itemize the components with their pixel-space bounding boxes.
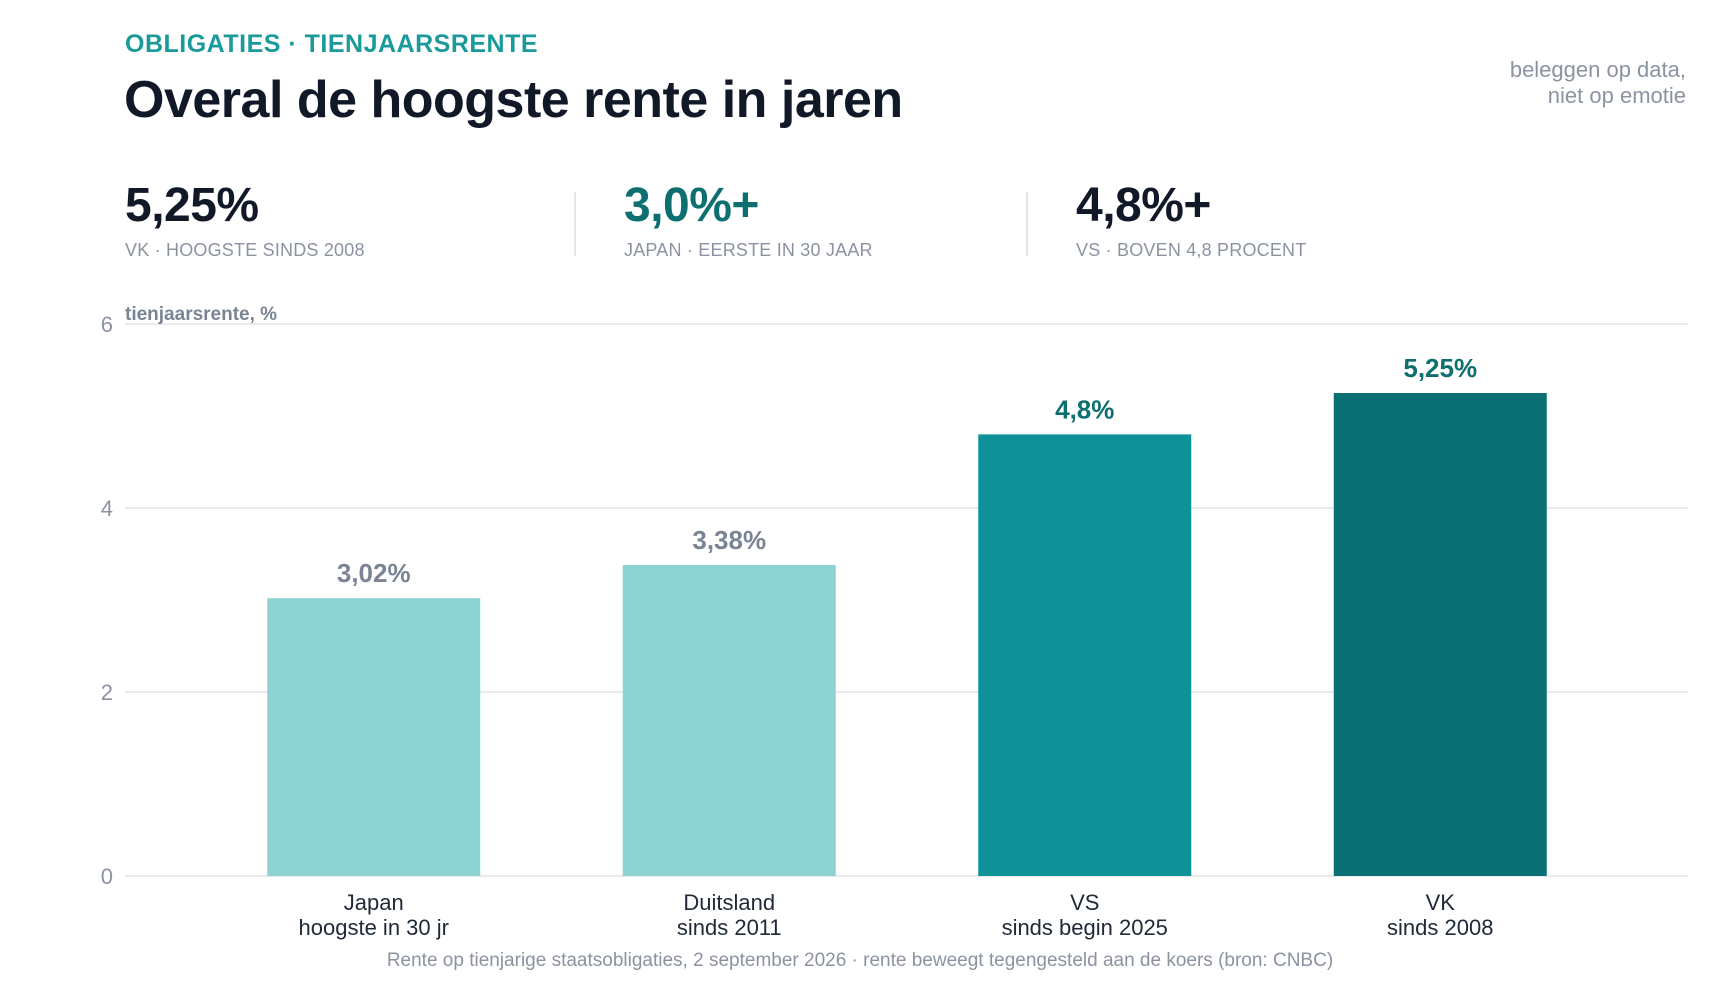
tagline-line-2: niet op emotie <box>1547 83 1686 108</box>
kpi-value: 4,8%+ <box>1076 179 1211 232</box>
x-tick-label: sinds 2008 <box>1387 915 1493 940</box>
bar <box>978 434 1192 876</box>
bar <box>1333 393 1547 876</box>
y-tick-label: 0 <box>101 864 113 889</box>
x-tick-label: Duitsland <box>683 890 775 915</box>
tagline: beleggen op data, niet op emotie <box>1510 57 1686 109</box>
data-label: 3,38% <box>692 525 766 555</box>
data-label: 5,25% <box>1403 353 1477 383</box>
kpi-label: VS · BOVEN 4,8 PROCENT <box>1076 240 1307 260</box>
y-axis-title: tienjaarsrente, % <box>125 304 277 325</box>
kpi-label: JAPAN · EERSTE IN 30 JAAR <box>624 240 873 260</box>
kpi-label: VK · HOOGSTE SINDS 2008 <box>125 240 365 260</box>
kpi-value: 5,25% <box>125 179 259 232</box>
bar <box>622 565 836 876</box>
x-tick-label: sinds 2011 <box>677 915 782 940</box>
x-tick-label: VS <box>1070 890 1099 915</box>
chart-title: Overal de hoogste rente in jaren <box>124 71 903 129</box>
x-tick-label: VK <box>1426 890 1456 915</box>
kpi-japan: 3,0%+ JAPAN · EERSTE IN 30 JAAR <box>624 178 873 261</box>
data-label: 3,02% <box>337 558 411 588</box>
data-label: 4,8% <box>1055 394 1114 424</box>
kpi-divider <box>1026 192 1028 256</box>
y-tick-label: 2 <box>101 680 113 705</box>
x-tick-label: sinds begin 2025 <box>1002 915 1168 940</box>
bar <box>267 598 481 876</box>
kpi-divider <box>574 192 576 256</box>
y-tick-label: 6 <box>101 312 113 337</box>
kpi-value: 3,0%+ <box>624 179 759 232</box>
x-tick-label: Japan <box>344 890 404 915</box>
tagline-line-1: beleggen op data, <box>1509 57 1686 82</box>
y-tick-label: 4 <box>101 496 113 521</box>
kpi-us: 4,8%+ VS · BOVEN 4,8 PROCENT <box>1076 178 1306 261</box>
chart-footnote: Rente op tienjarige staatsobligaties, 2 … <box>386 950 1334 971</box>
kpi-uk: 5,25% VK · HOOGSTE SINDS 2008 <box>125 178 365 261</box>
x-tick-label: hoogste in 30 jr <box>299 915 449 940</box>
chart-eyebrow: OBLIGATIES · TIENJAARSRENTE <box>125 30 539 58</box>
